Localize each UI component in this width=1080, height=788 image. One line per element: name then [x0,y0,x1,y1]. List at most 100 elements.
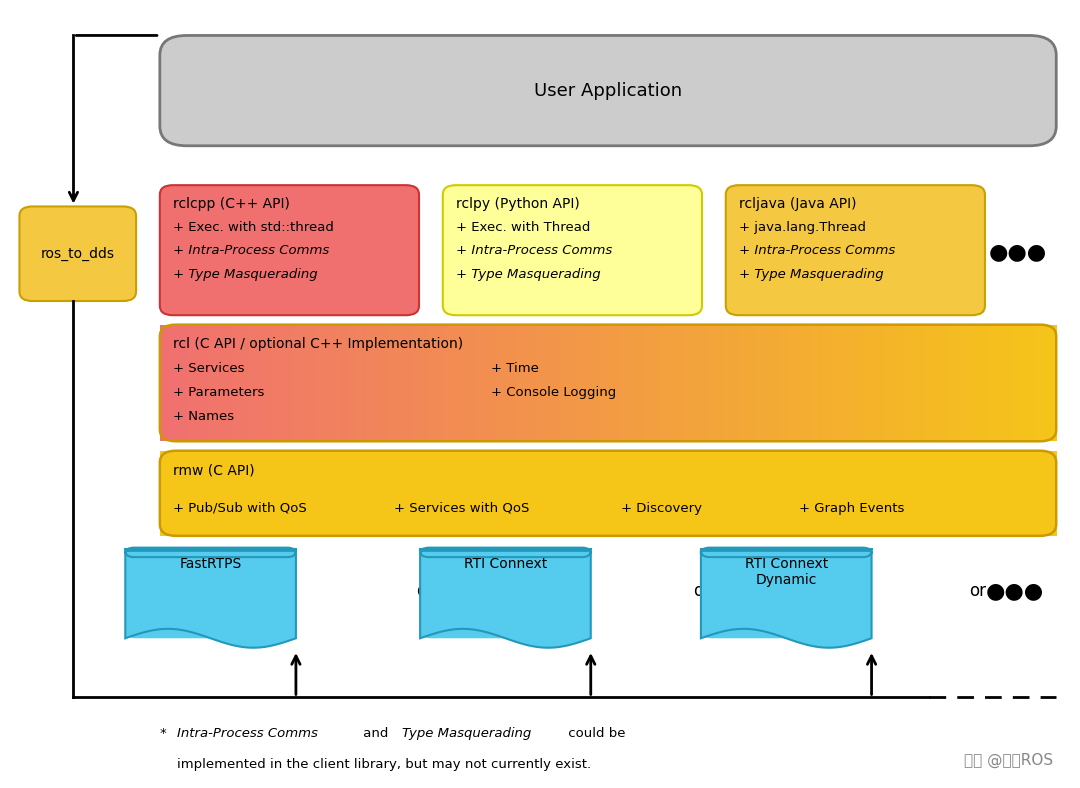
Bar [994,325,999,441]
Bar [227,325,232,441]
Bar [806,451,810,536]
Bar [357,451,362,536]
Bar [685,451,689,536]
Bar [585,451,591,536]
Bar [908,325,914,441]
Bar [823,325,828,441]
Bar [218,325,224,441]
Bar [379,451,384,536]
Bar [729,325,734,441]
Text: + Services: + Services [173,362,244,375]
Bar [348,451,353,536]
Bar [590,451,595,536]
Bar [330,451,335,536]
Bar [487,451,492,536]
Bar [738,451,743,536]
Bar [550,325,555,441]
Bar [617,325,622,441]
Bar [985,451,989,536]
Bar [854,451,860,536]
Bar [464,451,470,536]
Bar [523,325,528,441]
Bar [886,325,891,441]
Bar [469,451,474,536]
Bar [478,451,483,536]
Text: rclpy (Python API): rclpy (Python API) [456,197,580,211]
Text: ●●●: ●●● [988,242,1047,262]
Bar [711,451,716,536]
Bar [877,451,882,536]
Bar [604,325,609,441]
Bar [397,451,403,536]
Bar [841,451,846,536]
Bar [675,325,680,441]
Bar [639,451,645,536]
Bar [693,325,698,441]
Bar [994,451,999,536]
Bar [698,325,703,441]
Text: rmw (C API): rmw (C API) [173,463,255,478]
Bar [420,451,424,536]
Bar [595,451,599,536]
Text: rclcpp (C++ API): rclcpp (C++ API) [173,197,289,211]
Bar [564,325,568,441]
Bar [859,451,864,536]
Bar [810,325,814,441]
Bar [527,451,532,536]
Bar [706,451,712,536]
Bar [800,325,806,441]
Bar [832,451,837,536]
Bar [877,325,882,441]
Bar [518,325,524,441]
Bar [478,325,483,441]
Bar [733,325,739,441]
Bar [648,325,653,441]
Bar [577,325,582,441]
Bar [254,325,259,441]
Bar [195,451,201,536]
Bar [514,325,518,441]
Bar [410,325,416,441]
Text: + Discovery: + Discovery [621,502,702,515]
FancyBboxPatch shape [420,548,591,557]
Bar [1052,325,1056,441]
Bar [343,451,349,536]
Bar [416,325,420,441]
Bar [765,325,770,441]
Bar [585,325,591,441]
Bar [1021,451,1025,536]
Bar [1007,451,1012,536]
Bar [505,451,510,536]
Bar [222,451,228,536]
Bar [303,451,308,536]
Text: FastRTPS: FastRTPS [179,557,242,571]
Bar [245,325,249,441]
Bar [1016,325,1021,441]
Bar [558,325,564,441]
Bar [1029,451,1035,536]
Bar [927,325,931,441]
Bar [294,325,299,441]
FancyBboxPatch shape [160,185,419,315]
Bar [944,325,949,441]
Bar [900,325,904,441]
Bar [1011,325,1016,441]
Bar [339,325,345,441]
Bar [496,451,501,536]
Bar [760,325,766,441]
Bar [752,451,756,536]
Bar [200,451,205,536]
Bar [864,451,868,536]
Bar [541,451,545,536]
Bar [258,325,264,441]
Text: and: and [359,727,392,739]
Bar [980,325,985,441]
Bar [281,451,286,536]
Bar [433,451,438,536]
Bar [339,451,345,536]
Bar [698,451,703,536]
Bar [599,451,604,536]
Bar [249,325,255,441]
Bar [850,451,855,536]
Bar [747,325,752,441]
